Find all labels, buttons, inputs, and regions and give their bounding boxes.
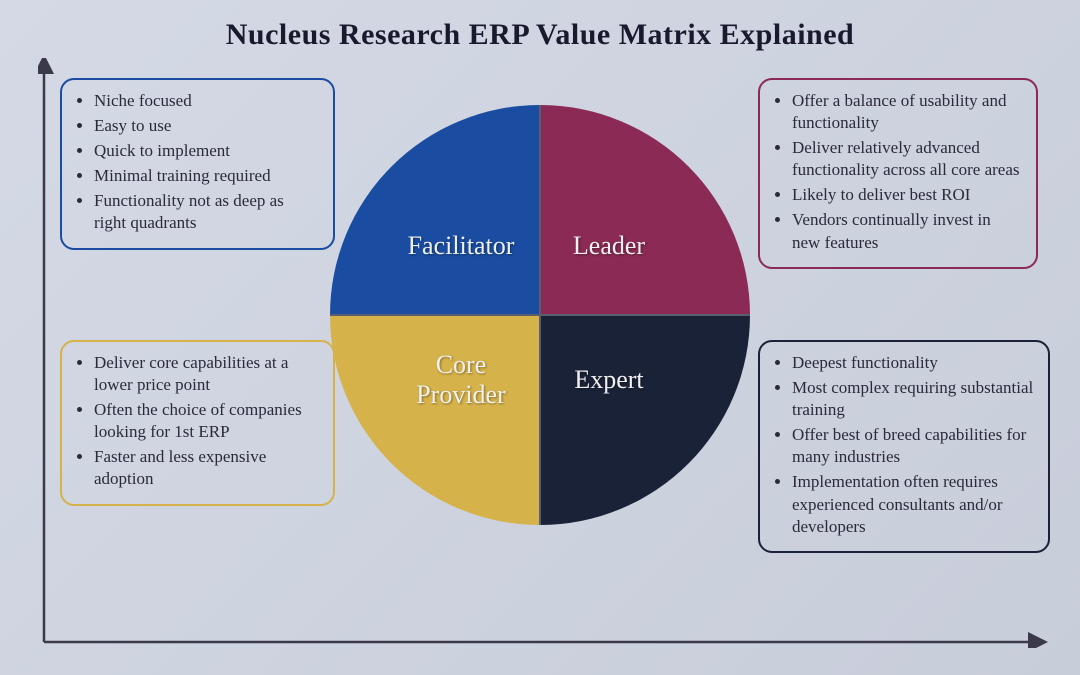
bullet-item: Functionality not as deep as right quadr… bbox=[94, 190, 319, 234]
bullet-item: Deliver relatively advanced functionalit… bbox=[792, 137, 1022, 181]
quadrant-label-leader: Leader bbox=[573, 231, 645, 261]
quadrant-label-expert: Expert bbox=[574, 365, 643, 395]
bullet-item: Likely to deliver best ROI bbox=[792, 184, 1022, 206]
bullet-item: Often the choice of companies looking fo… bbox=[94, 399, 319, 443]
bullet-list-leader: Offer a balance of usability and functio… bbox=[770, 90, 1022, 254]
callout-facilitator: Niche focused Easy to use Quick to impleme… bbox=[60, 78, 335, 250]
bullet-list-core-provider: Deliver core capabilities at a lower pri… bbox=[72, 352, 319, 491]
callout-leader: Offer a balance of usability and functio… bbox=[758, 78, 1038, 269]
bullet-item: Easy to use bbox=[94, 115, 319, 137]
quadrant-facilitator: Facilitator bbox=[330, 105, 540, 315]
quadrant-expert: Expert bbox=[540, 315, 750, 525]
bullet-item: Implementation often requires experience… bbox=[792, 471, 1034, 537]
quadrant-label-facilitator: Facilitator bbox=[408, 231, 515, 261]
bullet-list-expert: Deepest functionality Most complex requir… bbox=[770, 352, 1034, 538]
bullet-item: Quick to implement bbox=[94, 140, 319, 162]
bullet-item: Most complex requiring substantial train… bbox=[792, 377, 1034, 421]
bullet-item: Faster and less expensive adoption bbox=[94, 446, 319, 490]
quadrant-core-provider: CoreProvider bbox=[330, 315, 540, 525]
quadrant-label-core-provider: CoreProvider bbox=[416, 350, 506, 410]
callout-core-provider: Deliver core capabilities at a lower pri… bbox=[60, 340, 335, 506]
bullet-list-facilitator: Niche focused Easy to use Quick to impleme… bbox=[72, 90, 319, 235]
bullet-item: Niche focused bbox=[94, 90, 319, 112]
callout-expert: Deepest functionality Most complex requir… bbox=[758, 340, 1050, 553]
bullet-item: Offer a balance of usability and functio… bbox=[792, 90, 1022, 134]
bullet-item: Offer best of breed capabilities for man… bbox=[792, 424, 1034, 468]
bullet-item: Minimal training required bbox=[94, 165, 319, 187]
bullet-item: Deliver core capabilities at a lower pri… bbox=[94, 352, 319, 396]
bullet-item: Deepest functionality bbox=[792, 352, 1034, 374]
cross-vertical bbox=[539, 105, 541, 525]
quadrant-leader: Leader bbox=[540, 105, 750, 315]
bullet-item: Vendors continually invest in new featur… bbox=[792, 209, 1022, 253]
page-title: Nucleus Research ERP Value Matrix Explai… bbox=[0, 0, 1080, 52]
